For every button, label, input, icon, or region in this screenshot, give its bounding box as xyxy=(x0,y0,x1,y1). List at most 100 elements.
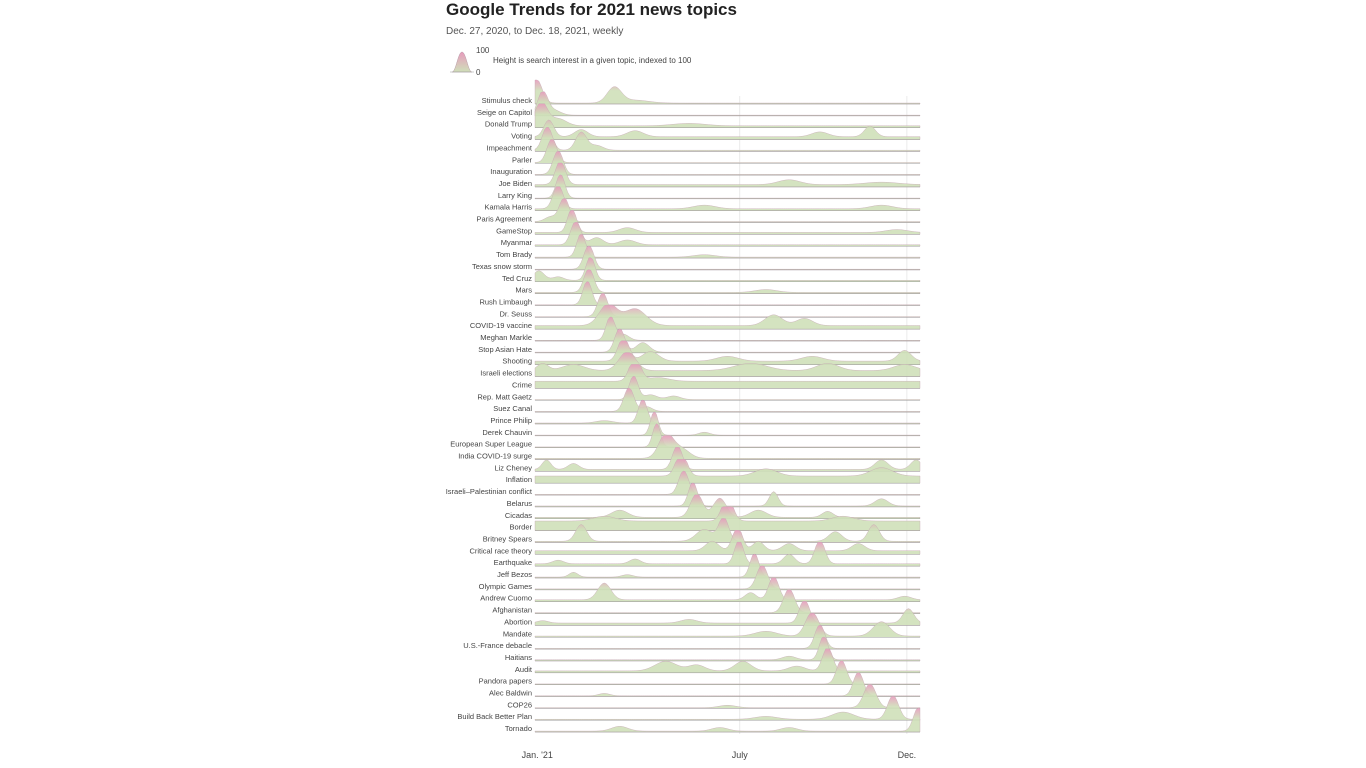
ridge-area xyxy=(534,162,921,188)
ridge-area xyxy=(534,577,921,602)
x-tick-label: Jan. '21 xyxy=(522,750,553,760)
ridge-area xyxy=(534,518,921,543)
ridge-series: Olympic Games xyxy=(479,565,921,591)
series-label: Andrew Cuomo xyxy=(480,594,532,603)
ridge-series: Myanmar xyxy=(501,221,921,247)
series-label: Alec Baldwin xyxy=(489,689,532,698)
ridge-area xyxy=(534,233,921,259)
ridge-area xyxy=(534,221,921,247)
ridge-series: Andrew Cuomo xyxy=(480,577,921,603)
ridge-series: Afghanistan xyxy=(492,589,921,615)
series-label: India COVID-19 surge xyxy=(458,452,532,461)
legend-description: Height is search interest in a given top… xyxy=(493,56,692,65)
ridge-area xyxy=(534,411,921,436)
ridge-series: Donald Trump xyxy=(485,103,921,129)
ridge-area xyxy=(534,210,921,235)
series-label: Israeli–Palestinian conflict xyxy=(446,487,533,496)
ridge-series: Israeli–Palestinian conflict xyxy=(446,470,921,496)
ridge-area xyxy=(534,459,921,484)
ridge-area xyxy=(534,245,921,271)
series-label: Belarus xyxy=(507,499,533,508)
ridge-series: Haitians xyxy=(505,636,921,662)
ridge-series: Tom Brady xyxy=(496,233,921,259)
ridge-series: Parler xyxy=(512,139,921,164)
series-label: Border xyxy=(509,523,532,532)
series-label: Cicadas xyxy=(505,511,532,520)
ridge-series: COVID-19 vaccine xyxy=(470,304,921,330)
ridge-area xyxy=(534,79,921,105)
ridge-series: Texas snow storm xyxy=(472,245,921,271)
series-label: Stimulus check xyxy=(482,96,533,105)
ridge-area xyxy=(534,399,921,425)
series-label: Joe Biden xyxy=(499,179,532,188)
ridge-series: Impeachment xyxy=(487,127,921,152)
ridge-series: Israeli elections xyxy=(480,352,921,378)
series-label: Rush Limbaugh xyxy=(479,297,532,306)
series-label: Tom Brady xyxy=(496,250,532,259)
ridge-series: India COVID-19 surge xyxy=(458,435,921,461)
chart-title: Google Trends for 2021 news topics xyxy=(446,0,737,19)
series-label: U.S.-France debacle xyxy=(463,641,532,650)
ridge-series: Mars xyxy=(515,269,921,295)
ridge-area xyxy=(534,269,921,294)
series-label: Mars xyxy=(515,286,532,295)
series-label: Britney Spears xyxy=(483,534,532,543)
ridge-area xyxy=(534,648,921,673)
series-label: Ted Cruz xyxy=(502,274,532,283)
legend-max-label: 100 xyxy=(476,46,490,55)
series-label: GameStop xyxy=(496,226,532,235)
series-label: Rep. Matt Gaetz xyxy=(477,392,532,401)
ridge-series: Abortion xyxy=(504,601,921,626)
ridge-series: Seige on Capitol xyxy=(477,91,921,117)
ridge-area xyxy=(534,127,921,152)
series-label: Build Back Better Plan xyxy=(457,712,532,721)
series-label: Tornado xyxy=(505,724,532,733)
ridge-series: Voting xyxy=(511,119,921,141)
ridge-series: Audit xyxy=(515,648,921,674)
series-label: Meghan Markle xyxy=(480,333,532,342)
ridge-series: Mandate xyxy=(503,613,921,638)
ridge-series: Shooting xyxy=(502,340,921,366)
ridge-area xyxy=(534,103,921,128)
series-label: Voting xyxy=(511,132,532,141)
ridge-area xyxy=(534,91,921,117)
ridge-area xyxy=(534,186,921,211)
series-label: Israeli elections xyxy=(480,369,532,378)
ridge-area xyxy=(534,553,921,579)
ridge-series: Critical race theory xyxy=(469,530,921,555)
ridge-series: Build Back Better Plan xyxy=(457,695,921,721)
ridge-area xyxy=(534,304,921,330)
ridge-series: Meghan Markle xyxy=(480,316,921,342)
ridge-series: Britney Spears xyxy=(483,518,921,543)
ridge-series: Inflation xyxy=(506,459,921,484)
ridge-series: Earthquake xyxy=(494,541,921,567)
series-label: Haitians xyxy=(505,653,532,662)
series-label: Stop Asian Hate xyxy=(478,345,532,354)
ridge-series: Tornado xyxy=(505,707,921,733)
ridge-area xyxy=(534,387,921,413)
ridge-series: Stimulus check xyxy=(482,79,921,105)
series-label: Kamala Harris xyxy=(484,203,532,212)
ridge-area xyxy=(534,541,921,567)
ridge-area xyxy=(534,470,921,496)
series-label: Seige on Capitol xyxy=(477,108,532,117)
series-label: Myanmar xyxy=(501,238,533,247)
ridge-area xyxy=(534,328,921,354)
legend-min-label: 0 xyxy=(476,68,481,77)
ridge-area xyxy=(534,257,921,282)
ridge-series: Alec Baldwin xyxy=(489,672,921,698)
ridge-series: Kamala Harris xyxy=(484,186,921,212)
series-label: Jeff Bezos xyxy=(497,570,532,579)
ridge-series: Dr. Seuss xyxy=(499,293,921,318)
series-label: Dr. Seuss xyxy=(499,309,532,318)
series-label: Impeachment xyxy=(487,143,533,152)
series-label: Texas snow storm xyxy=(472,262,532,271)
ridge-area xyxy=(534,482,921,508)
ridge-series: Cicadas xyxy=(505,494,921,520)
ridge-series: Rush Limbaugh xyxy=(479,281,921,306)
series-label: Inflation xyxy=(506,475,532,484)
series-label: Afghanistan xyxy=(492,606,532,615)
ridge-area xyxy=(534,150,921,176)
ridge-series: Liz Cheney xyxy=(494,447,921,472)
series-label: Pandora papers xyxy=(479,677,533,686)
